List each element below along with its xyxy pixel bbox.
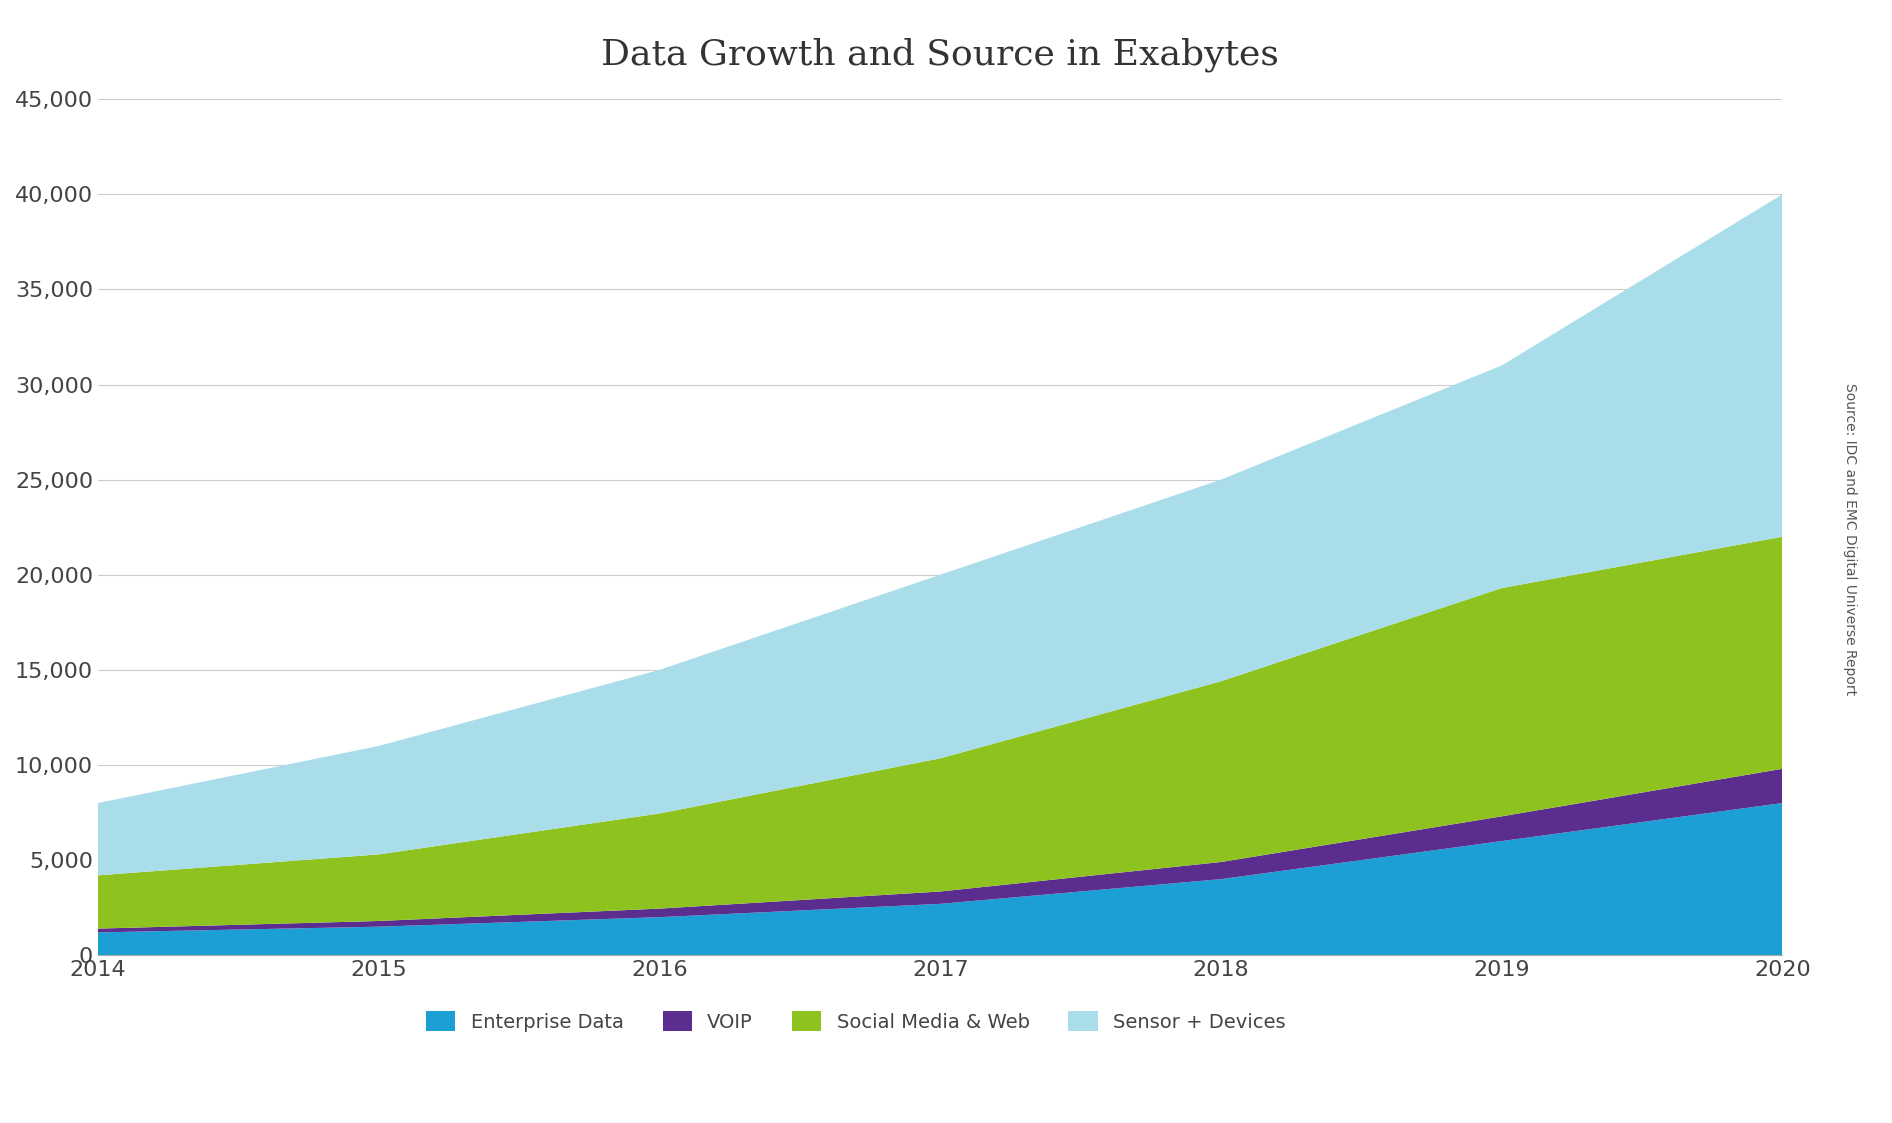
Legend: Enterprise Data, VOIP, Social Media & Web, Sensor + Devices: Enterprise Data, VOIP, Social Media & We…: [418, 1004, 1294, 1040]
Text: Source: IDC and EMC Digital Universe Report: Source: IDC and EMC Digital Universe Rep…: [1843, 383, 1858, 695]
Title: Data Growth and Source in Exabytes: Data Growth and Source in Exabytes: [602, 37, 1279, 72]
